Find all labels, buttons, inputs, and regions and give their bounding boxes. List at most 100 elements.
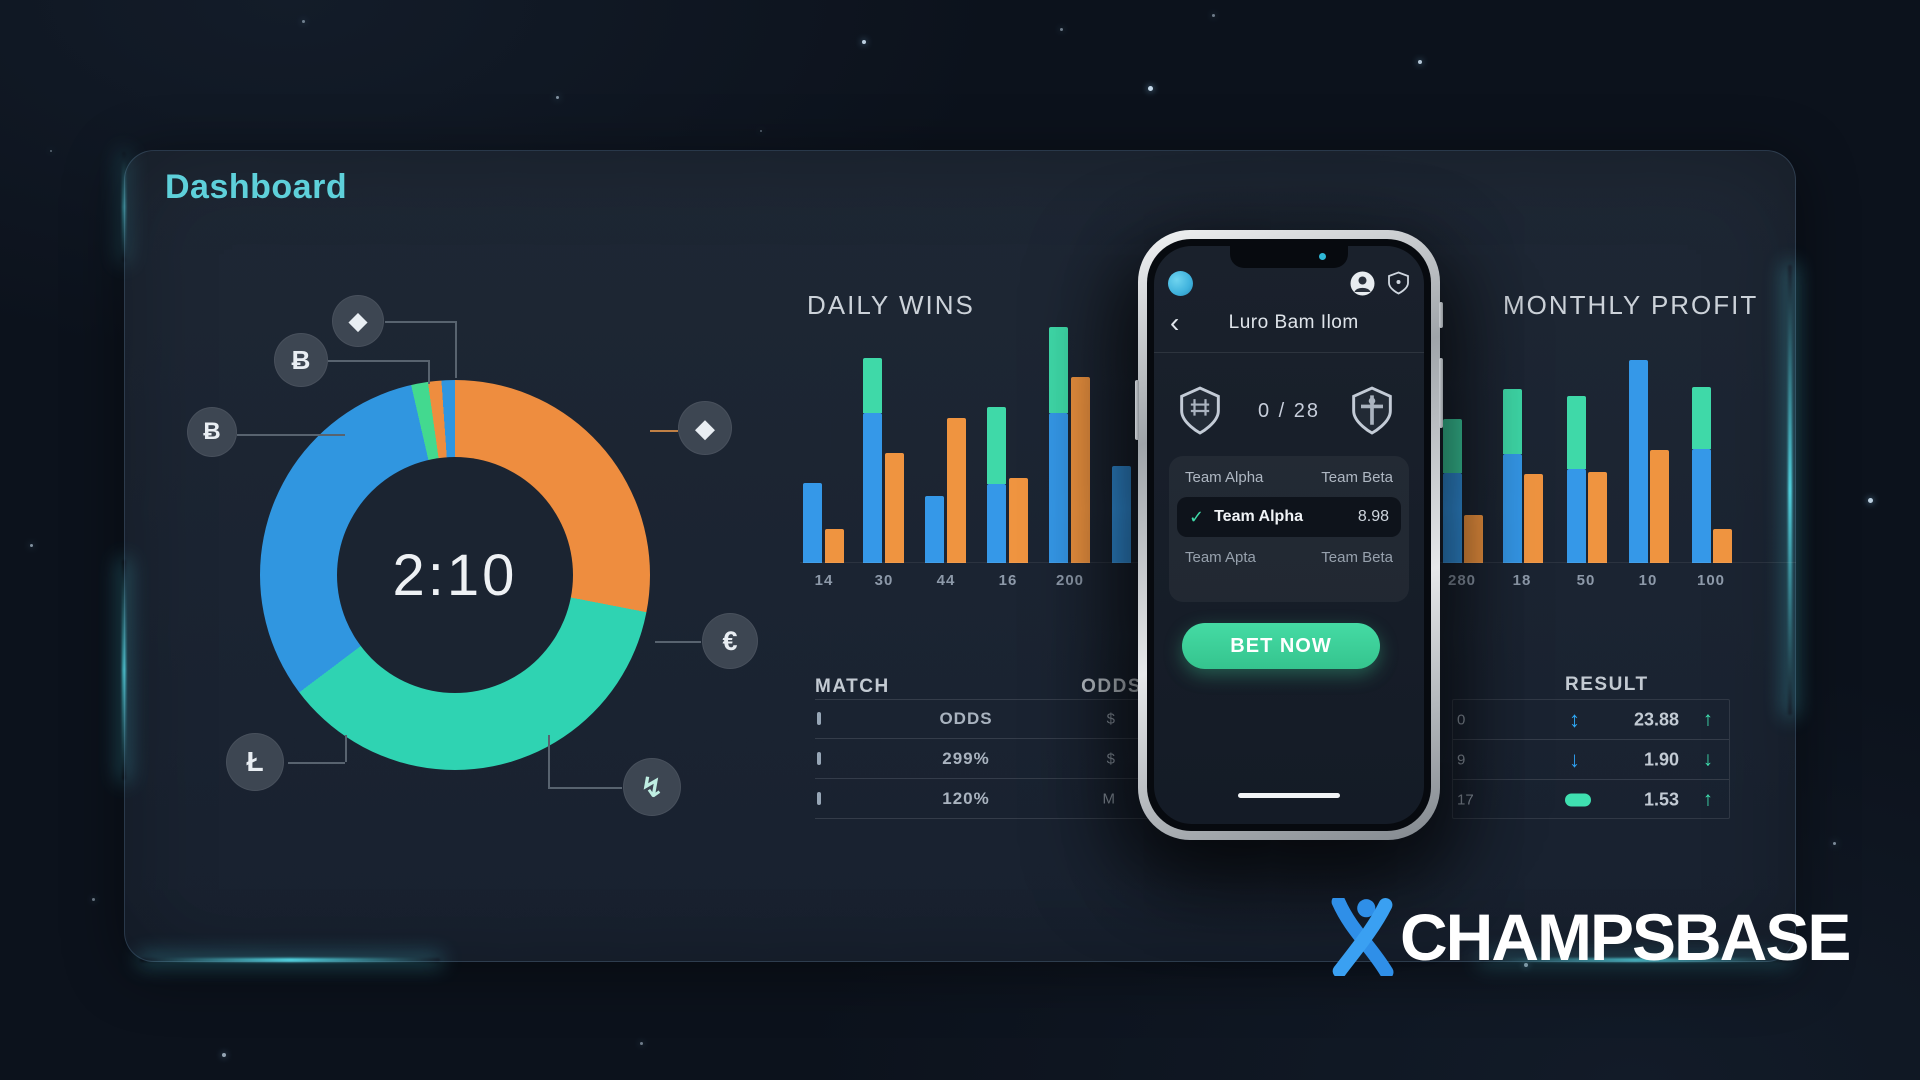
star: [1868, 498, 1873, 503]
team-beta-label: Team Beta: [1321, 469, 1393, 486]
phone-statusbar: [1168, 270, 1410, 296]
star: [30, 544, 33, 547]
euro-icon: €: [702, 613, 758, 669]
row-tick: [817, 712, 821, 725]
monthly-profit-title: MONTHLY PROFIT: [1503, 290, 1759, 320]
axis-label: 280: [1447, 572, 1477, 589]
axis-label: 44: [936, 572, 956, 589]
star: [556, 96, 559, 99]
bar-blue: [925, 496, 944, 563]
callout-line: [385, 321, 455, 323]
champsbase-logo-text: CHAMPSBASE: [1400, 900, 1851, 974]
phone-screen: ‹ Luro Bam Ilom 0 / 28 Team Alpha: [1154, 246, 1424, 824]
result-table-box: 0 ↕ 23.88 ↑ 9 ↓ 1.90 ↓ 17 1.53 ↑: [1452, 699, 1730, 819]
panel-glow-bottom-right: [1480, 958, 1790, 962]
result-value: 1.53: [1643, 789, 1679, 810]
security-shield-icon[interactable]: [1387, 271, 1410, 295]
phone-mockup: ‹ Luro Bam Ilom 0 / 28 Team Alpha: [1135, 230, 1443, 840]
secondary-team-left: Team Apta: [1185, 549, 1256, 566]
row-divider: [815, 738, 1157, 739]
bar-blue: [987, 484, 1006, 563]
callout-line: [548, 787, 622, 789]
star: [1212, 14, 1215, 17]
phone-volume-button: [1439, 358, 1443, 428]
arrow-down-icon: ↓: [1569, 747, 1580, 772]
bar-teal-cap: [1049, 327, 1068, 413]
phone-side-button: [1439, 302, 1443, 328]
daily-wins-title: DAILY WINS: [807, 290, 975, 320]
bar-teal-cap: [987, 407, 1006, 484]
result-value: 23.88: [1633, 709, 1679, 730]
row-divider: [815, 778, 1157, 779]
currency-donut-chart: 2:10: [260, 380, 650, 770]
bar-blue: [863, 413, 882, 563]
row-divider: [1453, 779, 1729, 780]
match-score: 0 / 28: [1257, 400, 1321, 422]
callout-line: [345, 735, 347, 762]
selected-bet-row[interactable]: ✓ Team Alpha 8.98: [1177, 497, 1401, 537]
star: [1524, 963, 1528, 967]
spark-icon: ↯: [623, 758, 681, 816]
bar-teal-cap: [863, 358, 882, 413]
row-tick: [817, 752, 821, 765]
back-button[interactable]: ‹: [1170, 307, 1180, 338]
bar-orange: [1588, 472, 1607, 563]
bar-orange: [947, 418, 966, 563]
trend-up-icon: ↑: [1703, 788, 1713, 811]
bar-orange: [1071, 377, 1090, 563]
secondary-team-right: Team Beta: [1321, 549, 1393, 566]
phone-power-button: [1135, 380, 1139, 440]
daily-wins-chart: 14 30 44 16 200: [800, 320, 1148, 598]
axis-label: 200: [1055, 572, 1085, 589]
star: [640, 1042, 643, 1045]
match-row-label: ODDS: [939, 709, 993, 728]
result-row-partial: 0: [1457, 711, 1466, 729]
app-logo-icon[interactable]: [1168, 270, 1193, 296]
bar-blue: [1692, 449, 1711, 563]
callout-line: [455, 321, 457, 378]
home-indicator[interactable]: [1238, 793, 1340, 798]
result-row: 0 ↕ 23.88 ↑: [1453, 700, 1729, 740]
star: [760, 130, 762, 132]
result-table: RESULT 0 ↕ 23.88 ↑ 9 ↓ 1.90 ↓ 17 1.53 ↑: [1452, 668, 1795, 828]
bar-blue: [1629, 360, 1648, 563]
bar-blue: [1112, 466, 1131, 563]
check-icon: ✓: [1189, 506, 1205, 527]
bet-now-button[interactable]: BET NOW: [1182, 623, 1380, 669]
table-row: 120% M: [815, 779, 1157, 819]
star: [862, 40, 866, 44]
match-row-label: 120%: [942, 789, 990, 808]
table-row: 299% $: [815, 739, 1157, 779]
result-row: 17 1.53 ↑: [1453, 780, 1729, 820]
team-alpha-label: Team Alpha: [1185, 469, 1264, 486]
match-header: 0 / 28: [1154, 386, 1424, 438]
bar-teal-cap: [1443, 419, 1462, 473]
litecoin-icon: Ł: [226, 733, 284, 791]
match-column-header: MATCH: [815, 676, 890, 697]
star: [302, 20, 305, 23]
bar-orange: [825, 529, 844, 563]
result-column-header: RESULT: [1565, 674, 1649, 695]
bar-teal-cap: [1567, 396, 1586, 469]
match-title: Luro Bam Ilom: [1228, 312, 1359, 333]
match-odds-table: MATCH ODDS ODDS $299% $120% M: [815, 668, 1157, 828]
bar-teal-cap: [1692, 387, 1711, 449]
bar-orange: [885, 453, 904, 563]
axis-label: 14: [814, 572, 834, 589]
result-value: 1.90: [1643, 749, 1679, 770]
bar-blue: [1567, 469, 1586, 563]
team-alpha-crest-icon: [1180, 386, 1220, 435]
odds-column-header: ODDS: [1081, 676, 1142, 697]
bar-orange: [1009, 478, 1028, 563]
donut-center-label: 2:10: [392, 542, 518, 608]
result-row-partial: 17: [1457, 791, 1474, 809]
ethereum-icon: ◆: [332, 295, 384, 347]
axis-label: 50: [1576, 572, 1596, 589]
bar-blue: [803, 483, 822, 563]
match-row-label: 299%: [942, 749, 990, 768]
row-divider: [1453, 739, 1729, 740]
profile-icon[interactable]: [1350, 271, 1375, 296]
trend-down-icon: ↓: [1703, 748, 1713, 771]
table-row: ODDS $: [815, 699, 1157, 739]
callout-line: [428, 360, 430, 384]
